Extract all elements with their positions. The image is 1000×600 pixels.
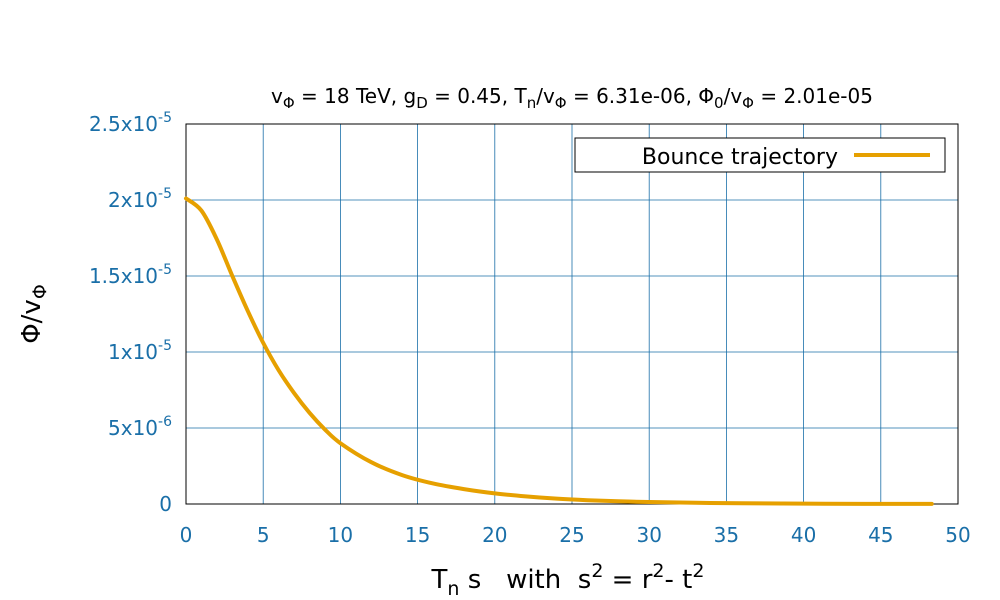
y-axis-ticks: 0 5x10-6 1x10-5 1.5x10-5 2x10-5 2.5x10-5	[89, 110, 172, 516]
x-tick-label: 10	[328, 523, 353, 547]
x-tick-label: 20	[482, 523, 507, 547]
y-axis-label: Φ/vΦ	[17, 284, 51, 344]
y-tick-label: 2.5x10-5	[89, 110, 172, 136]
x-tick-label: 0	[180, 523, 193, 547]
x-tick-label: 30	[636, 523, 661, 547]
x-tick-label: 5	[257, 523, 270, 547]
legend-label: Bounce trajectory	[642, 145, 838, 170]
x-tick-label: 35	[714, 523, 739, 547]
x-axis-label: Tn s with s2 = r2- t2	[431, 560, 705, 600]
chart-title: vΦ = 18 TeV, gD = 0.45, Tn/vΦ = 6.31e-06…	[271, 84, 873, 112]
x-tick-label: 45	[868, 523, 893, 547]
x-tick-label: 40	[791, 523, 816, 547]
y-tick-label: 0	[159, 492, 172, 516]
series-line-bounce-trajectory	[184, 196, 934, 506]
y-tick-label: 2x10-5	[108, 186, 172, 212]
y-tick-label: 5x10-6	[108, 414, 172, 440]
y-tick-label: 1x10-5	[108, 338, 172, 364]
legend: Bounce trajectory	[574, 137, 946, 173]
x-tick-label: 25	[559, 523, 584, 547]
x-tick-label: 50	[945, 523, 970, 547]
y-tick-label: 1.5x10-5	[89, 262, 172, 288]
plot-frame	[185, 123, 959, 505]
x-tick-label: 15	[405, 523, 430, 547]
grid-lines	[186, 124, 958, 504]
x-axis-ticks: 0 5 10 15 20 25 30 35 40 45 50	[180, 523, 971, 547]
